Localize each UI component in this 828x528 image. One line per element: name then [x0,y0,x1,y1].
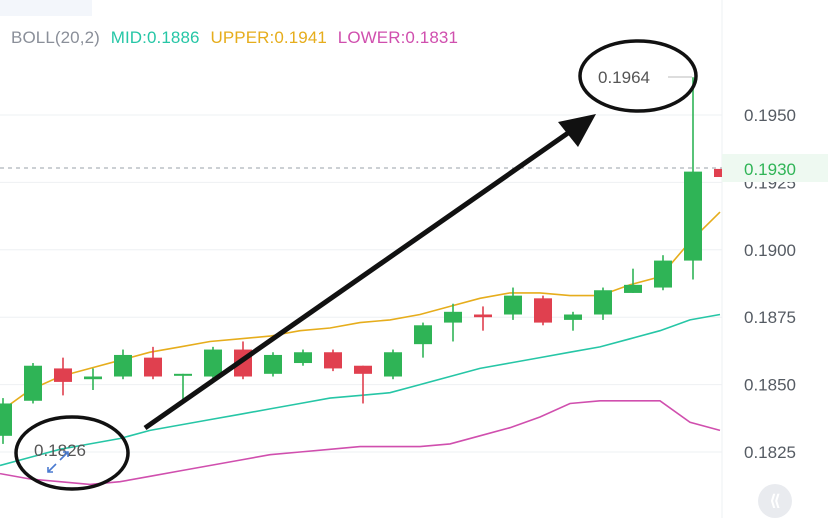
trend-arrow-shaft [143,130,570,431]
candle-body [204,349,222,377]
candle-body [24,365,42,401]
y-tick-label: 0.1850 [744,376,796,395]
low-annotation-ellipse [14,415,130,491]
candle-body [264,354,282,374]
candle-body [294,352,312,364]
legend-lower: LOWER:0.1831 [337,28,459,47]
candle-body [384,352,402,377]
high-annotation-label: 0.1964 [598,68,650,87]
candle-body [354,365,372,374]
chevrons-left-icon[interactable]: ⟪ [758,484,792,518]
legend-upper: UPPER:0.1941 [210,28,327,47]
lower-band-line [0,399,721,486]
candles [0,77,732,444]
candle-body [624,284,642,293]
candle-body [684,171,702,261]
candle-body [504,295,522,315]
candle-body [654,260,672,288]
y-tick-label: 0.1900 [744,241,796,260]
candle-body [144,357,162,377]
candle-body [564,314,582,320]
candle-body [174,373,192,376]
low-annotation-label: 0.1826 [34,441,86,460]
top-tab-strip [0,0,92,16]
expand-arrows-icon[interactable] [47,451,69,473]
trend-arrow-head [558,114,596,147]
candle-body [444,311,462,323]
current-price-label: 0.1930 [744,160,796,179]
legend-boll: BOLL(20,2) [11,28,100,47]
current-price-tag [722,154,828,182]
boll-legend: BOLL(20,2) MID:0.1886 UPPER:0.1941 LOWER… [11,28,464,48]
candle-body [534,298,552,323]
candle-body [414,325,432,345]
bollinger-bands [0,211,721,486]
candle-body [54,368,72,382]
legend-mid: MID:0.1886 [110,28,200,47]
candle-body [84,376,102,380]
grid-lines [0,0,723,518]
candle-body [474,314,492,318]
y-tick-label: 0.1950 [744,106,796,125]
mid-band-line [0,313,721,467]
candle-body [0,403,12,436]
candle-body [594,290,612,315]
high-annotation-ellipse [578,39,698,113]
y-tick-label: 0.1825 [744,443,796,462]
y-tick-label: 0.1875 [744,308,796,327]
candle-body [114,354,132,377]
candle-body [324,352,342,369]
